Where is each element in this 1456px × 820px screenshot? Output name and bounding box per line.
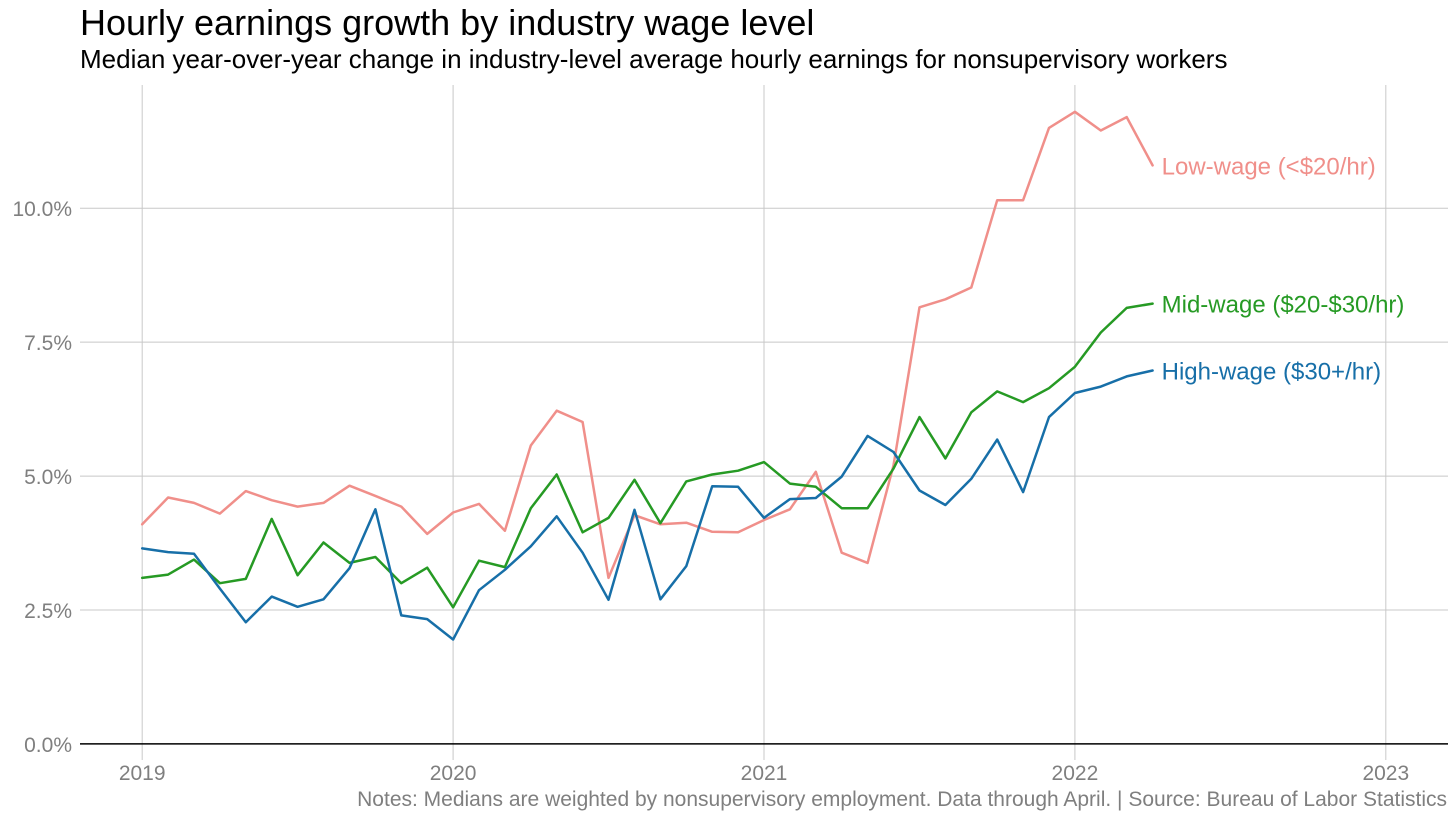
y-tick-label: 2.5% — [24, 600, 72, 623]
x-tick-label: 2019 — [119, 762, 166, 785]
series-line-mid-wage — [140, 302, 1154, 609]
chart-note: Notes: Medians are weighted by nonsuperv… — [357, 788, 1447, 811]
axes: 0.0% 2.5% 5.0% 7.5% 10.0% 2019 2020 2021 2022 202… — [12, 198, 1448, 785]
series-label-low-wage: Low-wage (<$20/hr) — [1162, 153, 1376, 180]
series-label-high-wage: High-wage ($30+/hr) — [1162, 359, 1381, 386]
grid-lines — [80, 85, 1448, 760]
series-line-low-wage — [140, 110, 1154, 580]
x-tick-label: 2021 — [741, 762, 788, 785]
y-tick-label: 0.0% — [24, 734, 72, 757]
y-tick-label: 7.5% — [24, 332, 72, 355]
chart-title: Hourly earnings growth by industry wage … — [80, 2, 815, 43]
x-tick-label: 2023 — [1362, 762, 1409, 785]
x-tick-label: 2022 — [1052, 762, 1099, 785]
y-tick-label: 5.0% — [24, 466, 72, 489]
series-labels: Low-wage (<$20/hr) Mid-wage ($20-$30/hr) H… — [1162, 153, 1405, 385]
y-tick-label: 10.0% — [12, 198, 72, 221]
x-tick-label: 2020 — [430, 762, 477, 785]
series-label-mid-wage: Mid-wage ($20-$30/hr) — [1162, 292, 1405, 319]
chart-subtitle: Median year-over-year change in industry… — [80, 44, 1228, 74]
series-line-high-wage — [140, 369, 1154, 641]
series-lines — [140, 110, 1154, 641]
